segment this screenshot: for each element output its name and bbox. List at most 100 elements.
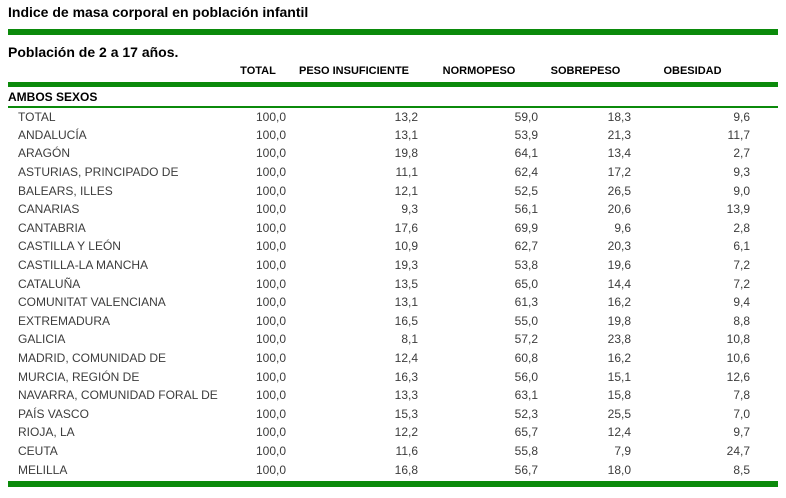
column-header-obesidad: OBESIDAD xyxy=(635,61,778,87)
value-cell: 13,5 xyxy=(394,276,418,291)
region-name: CANTABRIA xyxy=(18,220,86,235)
value-cell: 13,3 xyxy=(394,388,418,403)
region-name: CANARIAS xyxy=(18,202,80,217)
column-header-peso-insuficiente: PESO INSUFICIENTE xyxy=(290,61,420,87)
value-cell: 53,9 xyxy=(514,127,538,142)
value-cell: 11,6 xyxy=(395,443,418,458)
table-row: NAVARRA, COMUNIDAD FORAL DE 100,0 13,3 63,1… xyxy=(8,386,778,405)
value-cell: 65,7 xyxy=(514,425,538,440)
value-cell: 52,5 xyxy=(514,183,538,198)
section-header-label: AMBOS SEXOS xyxy=(8,84,778,108)
table-row: ANDALUCÍA 100,0 13,1 53,9 21,3 11,7 xyxy=(8,126,778,145)
value-cell: 60,8 xyxy=(514,351,538,366)
value-cell: 12,1 xyxy=(394,183,418,198)
value-cell: 100,0 xyxy=(255,388,286,403)
table-row: MADRID, COMUNIDAD DE 100,0 12,4 60,8 16,2 10,… xyxy=(8,349,778,368)
value-cell: 19,3 xyxy=(394,258,418,273)
value-cell: 100,0 xyxy=(255,258,286,273)
table-row: COMUNITAT VALENCIANA 100,0 13,1 61,3 16,2 9,4 xyxy=(8,293,778,312)
value-cell: 19,8 xyxy=(607,313,631,328)
value-cell: 100,0 xyxy=(255,332,286,347)
region-name: CEUTA xyxy=(18,443,58,458)
table-subtitle: Población de 2 a 17 años. xyxy=(8,44,179,60)
value-cell: 17,2 xyxy=(607,165,631,180)
value-cell: 100,0 xyxy=(255,202,286,217)
value-cell: 9,6 xyxy=(614,220,631,235)
value-cell: 63,1 xyxy=(514,388,538,403)
table-row: ASTURIAS, PRINCIPADO DE 100,0 11,1 62,4 17,2… xyxy=(8,163,778,182)
value-cell: 2,7 xyxy=(733,146,750,161)
value-cell: 16,5 xyxy=(394,313,418,328)
value-cell: 57,2 xyxy=(514,332,538,347)
region-name: COMUNITAT VALENCIANA xyxy=(18,295,166,310)
region-name: ARAGÓN xyxy=(18,146,71,161)
table-row: MURCIA, REGIÓN DE 100,0 16,3 56,0 15,1 12,6 xyxy=(8,367,778,386)
table-body: TOTAL 100,0 13,2 59,0 18,3 9,6 ANDALUCÍA 100,0 1… xyxy=(8,107,778,479)
value-cell: 65,0 xyxy=(514,276,538,291)
value-cell: 100,0 xyxy=(255,295,286,310)
value-cell: 100,0 xyxy=(255,239,286,254)
value-cell: 8,5 xyxy=(733,462,750,477)
value-cell: 21,3 xyxy=(607,127,631,142)
table-row: CEUTA 100,0 11,6 55,8 7,9 24,7 xyxy=(8,442,778,461)
value-cell: 100,0 xyxy=(255,443,286,458)
value-cell: 62,7 xyxy=(514,239,538,254)
value-cell: 2,8 xyxy=(733,220,750,235)
region-name: TOTAL xyxy=(18,109,56,124)
region-name: MADRID, COMUNIDAD DE xyxy=(18,351,167,366)
value-cell: 16,2 xyxy=(607,351,631,366)
value-cell: 10,8 xyxy=(726,332,750,347)
value-cell: 6,1 xyxy=(733,239,750,254)
value-cell: 100,0 xyxy=(255,425,286,440)
value-cell: 100,0 xyxy=(255,276,286,291)
header-row: TOTAL PESO INSUFICIENTE NORMOPESO SOBREP… xyxy=(8,61,778,87)
value-cell: 17,6 xyxy=(394,220,418,235)
value-cell: 12,4 xyxy=(607,425,631,440)
value-cell: 14,4 xyxy=(607,276,631,291)
value-cell: 15,8 xyxy=(607,388,631,403)
region-name: RIOJA, LA xyxy=(18,425,75,440)
region-name: PAÍS VASCO xyxy=(18,406,89,421)
value-cell: 11,7 xyxy=(727,127,750,142)
value-cell: 19,8 xyxy=(394,146,418,161)
value-cell: 55,8 xyxy=(514,443,538,458)
value-cell: 52,3 xyxy=(514,406,538,421)
bottom-separator-bar xyxy=(8,480,778,487)
value-cell: 100,0 xyxy=(255,165,286,180)
value-cell: 100,0 xyxy=(255,127,286,142)
value-cell: 100,0 xyxy=(255,183,286,198)
column-header-total: TOTAL xyxy=(230,61,290,87)
region-name: ASTURIAS, PRINCIPADO DE xyxy=(18,165,179,180)
value-cell: 16,8 xyxy=(394,462,418,477)
table-row: CANARIAS 100,0 9,3 56,1 20,6 13,9 xyxy=(8,200,778,219)
value-cell: 7,8 xyxy=(733,388,750,403)
table-header: TOTAL PESO INSUFICIENTE NORMOPESO SOBREP… xyxy=(8,61,778,87)
value-cell: 11,1 xyxy=(395,165,418,180)
section-header-row: AMBOS SEXOS xyxy=(8,84,778,108)
value-cell: 59,0 xyxy=(514,109,538,124)
value-cell: 19,6 xyxy=(607,258,631,273)
region-name: CASTILLA-LA MANCHA xyxy=(18,258,149,273)
region-name: CASTILLA Y LEÓN xyxy=(18,239,121,254)
value-cell: 9,3 xyxy=(401,202,418,217)
value-cell: 56,7 xyxy=(514,462,538,477)
bmi-table: TOTAL PESO INSUFICIENTE NORMOPESO SOBREP… xyxy=(8,61,778,479)
table-row: ARAGÓN 100,0 19,8 64,1 13,4 2,7 xyxy=(8,144,778,163)
value-cell: 64,1 xyxy=(514,146,538,161)
value-cell: 100,0 xyxy=(255,313,286,328)
table-row: PAÍS VASCO 100,0 15,3 52,3 25,5 7,0 xyxy=(8,405,778,424)
value-cell: 15,3 xyxy=(394,406,418,421)
table-row: MELILLA 100,0 16,8 56,7 18,0 8,5 xyxy=(8,460,778,479)
value-cell: 100,0 xyxy=(255,406,286,421)
value-cell: 9,7 xyxy=(733,425,750,440)
value-cell: 24,7 xyxy=(726,443,750,458)
value-cell: 100,0 xyxy=(255,351,286,366)
region-name: BALEARS, ILLES xyxy=(18,183,113,198)
region-name: MURCIA, REGIÓN DE xyxy=(18,369,140,384)
value-cell: 26,5 xyxy=(607,183,631,198)
value-cell: 12,6 xyxy=(726,369,750,384)
title-separator-bar xyxy=(8,29,778,35)
value-cell: 7,2 xyxy=(733,258,750,273)
value-cell: 55,0 xyxy=(514,313,538,328)
region-name: ANDALUCÍA xyxy=(18,127,87,142)
